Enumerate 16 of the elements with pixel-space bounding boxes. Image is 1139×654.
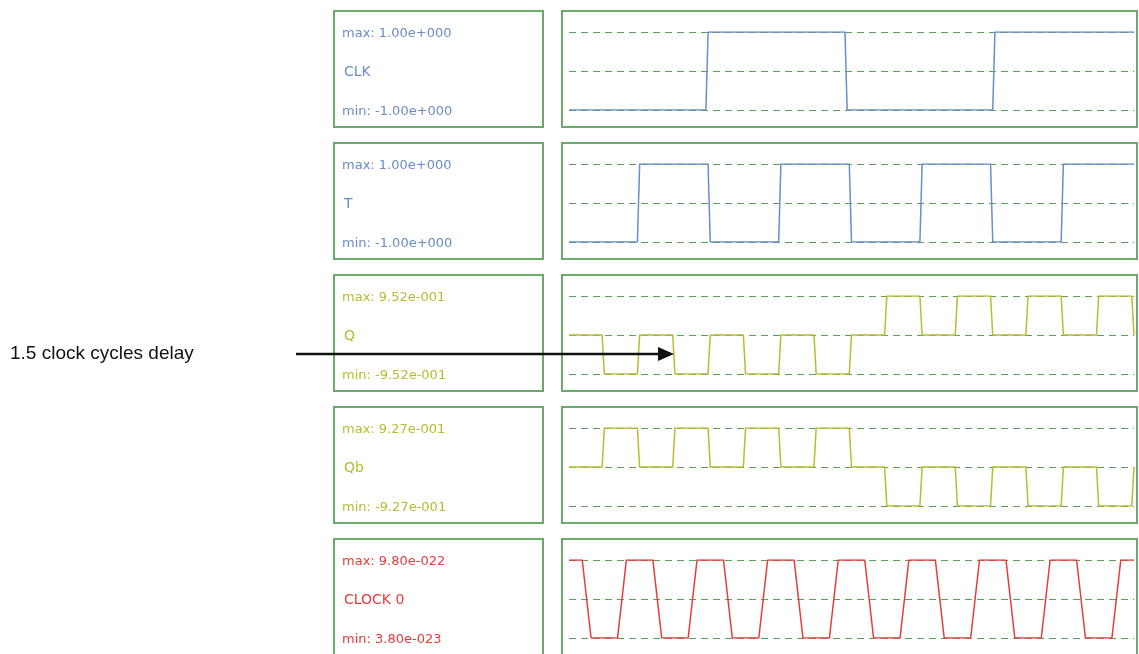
text: min: -1.00e+000 <box>342 234 453 250</box>
text: CLK <box>344 63 372 79</box>
text: min: -9.52e-001 <box>342 366 447 382</box>
text: min: -1.00e+000 <box>342 102 453 118</box>
text: Q <box>344 327 356 343</box>
text: T <box>343 195 353 211</box>
text: max: 9.27e-001 <box>342 420 446 436</box>
text: min: -9.27e-001 <box>342 498 447 514</box>
text: min: 3.80e-023 <box>342 630 442 646</box>
text: max: 1.00e+000 <box>342 156 452 172</box>
text: max: 1.00e+000 <box>342 24 452 40</box>
text: Qb <box>344 459 365 475</box>
text: max: 9.80e-022 <box>342 552 446 568</box>
text: CLOCK 0 <box>344 591 405 607</box>
text: 1.5 clock cycles delay <box>10 342 194 364</box>
text: max: 9.52e-001 <box>342 288 446 304</box>
